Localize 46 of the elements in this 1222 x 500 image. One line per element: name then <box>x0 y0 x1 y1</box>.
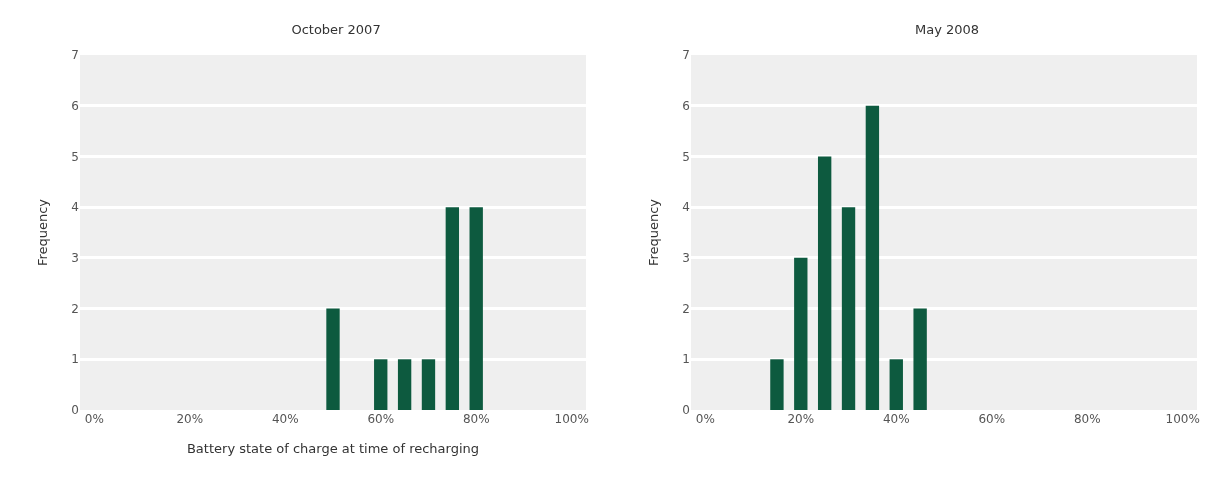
x-tick-label: 100% <box>1165 412 1200 426</box>
y-tick-label: 5 <box>71 149 79 164</box>
x-tick-label: 0% <box>84 412 104 426</box>
bar <box>794 257 808 410</box>
chart-title: May 2008 <box>915 22 980 38</box>
bar <box>374 359 388 410</box>
x-tick-label: 100% <box>554 412 589 426</box>
y-tick-label: 4 <box>71 200 79 215</box>
bar <box>445 207 460 410</box>
x-tick-label: 20% <box>176 412 204 426</box>
y-tick-label: 3 <box>71 251 79 266</box>
y-tick-label: 7 <box>71 48 79 63</box>
bar <box>770 359 784 410</box>
bar <box>469 207 483 410</box>
y-tick-label: 0 <box>71 403 79 418</box>
x-tick-label: 60% <box>367 412 395 426</box>
x-tick-label: 80% <box>1073 412 1101 426</box>
y-axis-title: Frequency <box>35 198 51 267</box>
y-axis-title: Frequency <box>646 198 662 267</box>
x-tick-label: 80% <box>462 412 490 426</box>
x-tick-label: 20% <box>787 412 815 426</box>
y-tick-label: 6 <box>71 98 79 113</box>
bar <box>397 359 412 410</box>
y-tick-label: 6 <box>682 98 690 113</box>
y-tick-label: 1 <box>71 352 79 367</box>
y-tick-label: 5 <box>682 149 690 164</box>
bar <box>817 156 832 410</box>
y-tick-label: 3 <box>682 251 690 266</box>
chart-title: October 2007 <box>291 22 381 38</box>
x-tick-label: 40% <box>882 412 910 426</box>
y-tick-label: 2 <box>682 301 690 316</box>
bar <box>421 359 436 410</box>
x-tick-label: 60% <box>978 412 1006 426</box>
bar <box>865 105 880 410</box>
bar <box>841 207 856 410</box>
y-tick-label: 0 <box>682 403 690 418</box>
x-tick-label: 0% <box>695 412 715 426</box>
bar <box>889 359 903 410</box>
y-tick-label: 2 <box>71 301 79 316</box>
bar <box>913 308 927 410</box>
x-tick-label: 40% <box>271 412 299 426</box>
x-axis-title: Battery state of charge at time of recharging <box>186 440 480 456</box>
bar <box>326 308 340 410</box>
y-tick-label: 1 <box>682 352 690 367</box>
y-tick-label: 4 <box>682 200 690 215</box>
y-tick-label: 7 <box>682 48 690 63</box>
